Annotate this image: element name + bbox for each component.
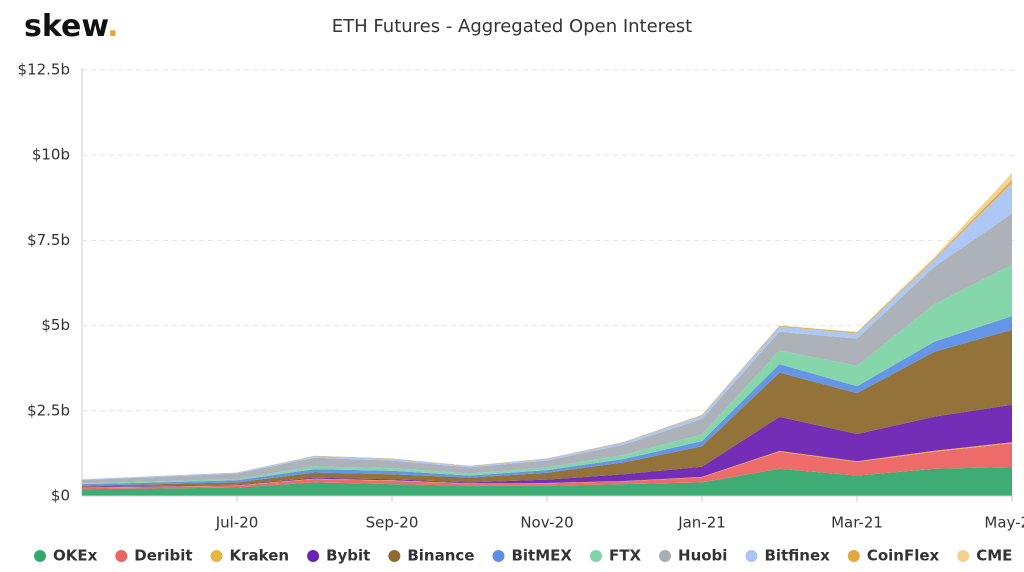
- legend-marker: [388, 550, 401, 562]
- y-tick-label: $0: [51, 487, 70, 505]
- legend-label: Huobi: [678, 547, 727, 565]
- chart-title: ETH Futures - Aggregated Open Interest: [332, 16, 692, 37]
- legend-marker: [34, 550, 46, 562]
- legend-label: CoinFlex: [867, 547, 940, 565]
- legend-label: Binance: [407, 547, 474, 565]
- x-tick-label: Mar-21: [831, 514, 883, 532]
- y-tick-label: $5b: [41, 316, 70, 334]
- y-tick-label: $12.5b: [18, 61, 70, 79]
- legend-marker: [659, 550, 672, 562]
- legend-label: Kraken: [230, 547, 290, 565]
- logo-dot: .: [107, 9, 118, 44]
- area-3: [82, 404, 1012, 488]
- x-tick-label: May-21: [984, 514, 1024, 532]
- legend-item[interactable]: Binance: [388, 547, 474, 565]
- legend-label: OKEx: [53, 547, 98, 565]
- legend-label: FTX: [609, 547, 641, 565]
- area-4: [82, 329, 1012, 487]
- legend-item[interactable]: Deribit: [115, 547, 193, 565]
- y-tick-label: $2.5b: [27, 401, 70, 419]
- legend-marker: [492, 550, 505, 562]
- x-tick-label: Jul-20: [215, 514, 259, 532]
- area-8: [82, 183, 1012, 480]
- legend-item[interactable]: Bitfinex: [745, 547, 830, 565]
- logo: skew.: [24, 9, 119, 44]
- x-tick-label: Sep-20: [366, 514, 419, 532]
- legend-item[interactable]: Bybit: [307, 547, 370, 565]
- legend-marker: [847, 550, 860, 562]
- legend-item[interactable]: BitMEX: [492, 547, 572, 565]
- legend-marker: [957, 550, 970, 562]
- legend-item[interactable]: OKEx: [34, 547, 98, 565]
- y-tick-label: $10b: [32, 146, 70, 164]
- legend-label: Bitfinex: [764, 547, 830, 565]
- x-tick-label: Nov-20: [520, 514, 573, 532]
- legend-marker: [745, 550, 758, 562]
- y-tick-label: $7.5b: [27, 231, 70, 249]
- x-tick-label: Jan-21: [677, 514, 726, 532]
- legend-item[interactable]: Huobi: [659, 547, 727, 565]
- legend-item[interactable]: CME: [957, 547, 1012, 565]
- area-6: [82, 264, 1012, 485]
- logo-text: skew: [24, 9, 108, 44]
- area-7: [82, 213, 1012, 484]
- area-0: [82, 467, 1012, 496]
- area-1: [82, 443, 1012, 490]
- legend-label: BitMEX: [511, 547, 572, 565]
- legend-label: Deribit: [134, 547, 192, 565]
- legend-item[interactable]: CoinFlex: [847, 547, 940, 565]
- legend-marker: [307, 550, 320, 562]
- legend-label: CME: [976, 547, 1012, 565]
- legend-marker: [115, 550, 128, 562]
- legend-label: Bybit: [326, 547, 370, 565]
- legend-item[interactable]: FTX: [589, 547, 641, 565]
- legend-marker: [210, 550, 223, 562]
- legend-marker: [589, 550, 602, 562]
- legend-item[interactable]: Kraken: [210, 547, 290, 565]
